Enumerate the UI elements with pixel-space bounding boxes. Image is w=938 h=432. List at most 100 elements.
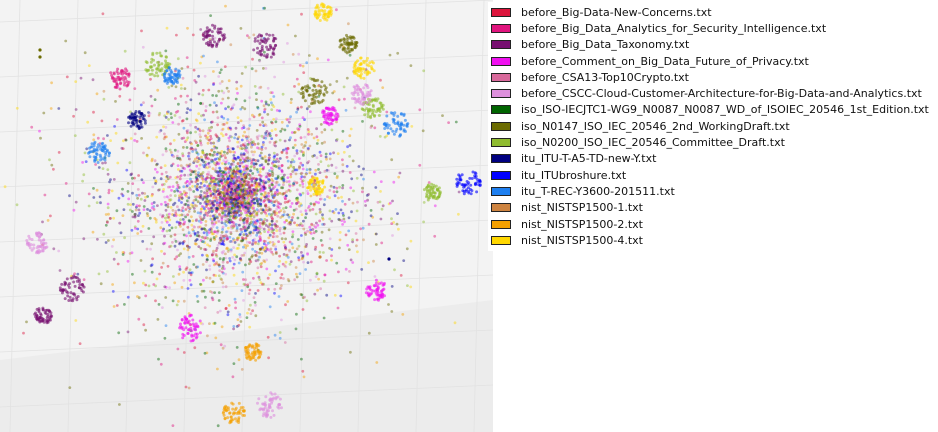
data-point xyxy=(252,158,256,162)
data-point xyxy=(250,183,253,187)
data-point xyxy=(156,318,160,321)
data-point xyxy=(301,308,305,311)
data-point xyxy=(232,210,236,214)
data-point xyxy=(206,243,210,247)
data-point xyxy=(469,192,473,196)
data-point xyxy=(189,179,193,183)
data-point xyxy=(177,199,181,202)
data-point xyxy=(267,156,271,160)
data-point xyxy=(469,183,473,187)
data-point xyxy=(392,132,396,136)
data-point xyxy=(177,122,181,126)
data-point xyxy=(251,309,255,313)
data-point xyxy=(230,162,234,166)
data-point xyxy=(205,258,209,262)
data-point xyxy=(237,194,241,198)
data-point xyxy=(157,113,161,117)
data-point xyxy=(280,237,284,241)
data-point xyxy=(345,76,349,80)
data-point xyxy=(213,186,217,190)
data-point xyxy=(221,182,225,186)
data-point xyxy=(178,194,181,198)
data-point xyxy=(190,329,194,333)
data-point xyxy=(194,169,197,173)
data-point xyxy=(234,170,238,174)
data-point xyxy=(218,180,222,184)
data-point xyxy=(242,126,246,129)
data-point xyxy=(418,108,422,112)
data-point xyxy=(309,110,312,114)
data-point xyxy=(224,206,228,210)
data-point xyxy=(75,279,79,283)
data-point xyxy=(228,205,231,209)
data-point xyxy=(164,170,168,174)
data-point xyxy=(374,186,378,189)
data-point xyxy=(236,116,240,119)
data-point xyxy=(248,96,252,99)
data-point xyxy=(341,223,344,226)
data-point xyxy=(328,157,332,161)
data-point xyxy=(226,181,229,184)
data-point xyxy=(185,199,189,203)
data-point xyxy=(213,217,217,221)
data-point xyxy=(242,197,246,201)
data-point xyxy=(331,118,335,122)
data-point xyxy=(179,83,183,87)
data-point xyxy=(276,176,280,180)
data-point xyxy=(246,285,250,289)
data-point xyxy=(234,306,238,310)
data-point xyxy=(236,246,240,250)
data-point xyxy=(239,174,243,177)
data-point xyxy=(278,109,281,113)
data-point xyxy=(233,205,237,209)
data-point xyxy=(389,111,393,115)
data-point xyxy=(264,100,268,104)
data-point xyxy=(234,194,238,198)
data-point xyxy=(183,87,187,90)
data-point xyxy=(217,299,221,302)
data-point xyxy=(171,240,174,244)
data-point xyxy=(300,143,304,146)
data-point xyxy=(248,214,251,218)
data-point xyxy=(222,267,226,271)
data-point xyxy=(162,227,166,231)
data-point xyxy=(291,183,295,187)
data-point xyxy=(223,206,227,209)
grid-line xyxy=(0,164,493,188)
data-point xyxy=(216,230,219,234)
data-point xyxy=(246,201,250,205)
data-point xyxy=(337,98,341,102)
data-point xyxy=(216,243,220,247)
data-point xyxy=(131,210,134,213)
data-point xyxy=(243,187,247,191)
data-point xyxy=(250,192,254,196)
data-point xyxy=(236,205,240,208)
data-point xyxy=(271,231,275,235)
data-point xyxy=(224,272,228,276)
data-point xyxy=(377,293,380,297)
data-point xyxy=(314,225,317,229)
data-point xyxy=(238,218,242,222)
data-point xyxy=(188,163,192,166)
data-point xyxy=(235,247,239,250)
data-point xyxy=(231,171,235,175)
data-point xyxy=(263,186,267,190)
data-point xyxy=(237,214,241,217)
data-point xyxy=(249,230,253,234)
data-point xyxy=(168,286,172,290)
data-point xyxy=(200,205,204,208)
data-point xyxy=(235,165,238,169)
data-point xyxy=(309,188,313,192)
data-point xyxy=(185,234,188,238)
data-point xyxy=(284,260,288,264)
data-point xyxy=(267,200,271,204)
data-point xyxy=(453,321,457,325)
data-point xyxy=(266,172,270,176)
data-point xyxy=(261,189,265,193)
data-point xyxy=(222,197,225,201)
data-point xyxy=(233,171,237,174)
grid-line xyxy=(183,0,195,432)
data-point xyxy=(188,206,192,210)
data-point xyxy=(139,122,143,126)
data-point xyxy=(245,214,249,217)
